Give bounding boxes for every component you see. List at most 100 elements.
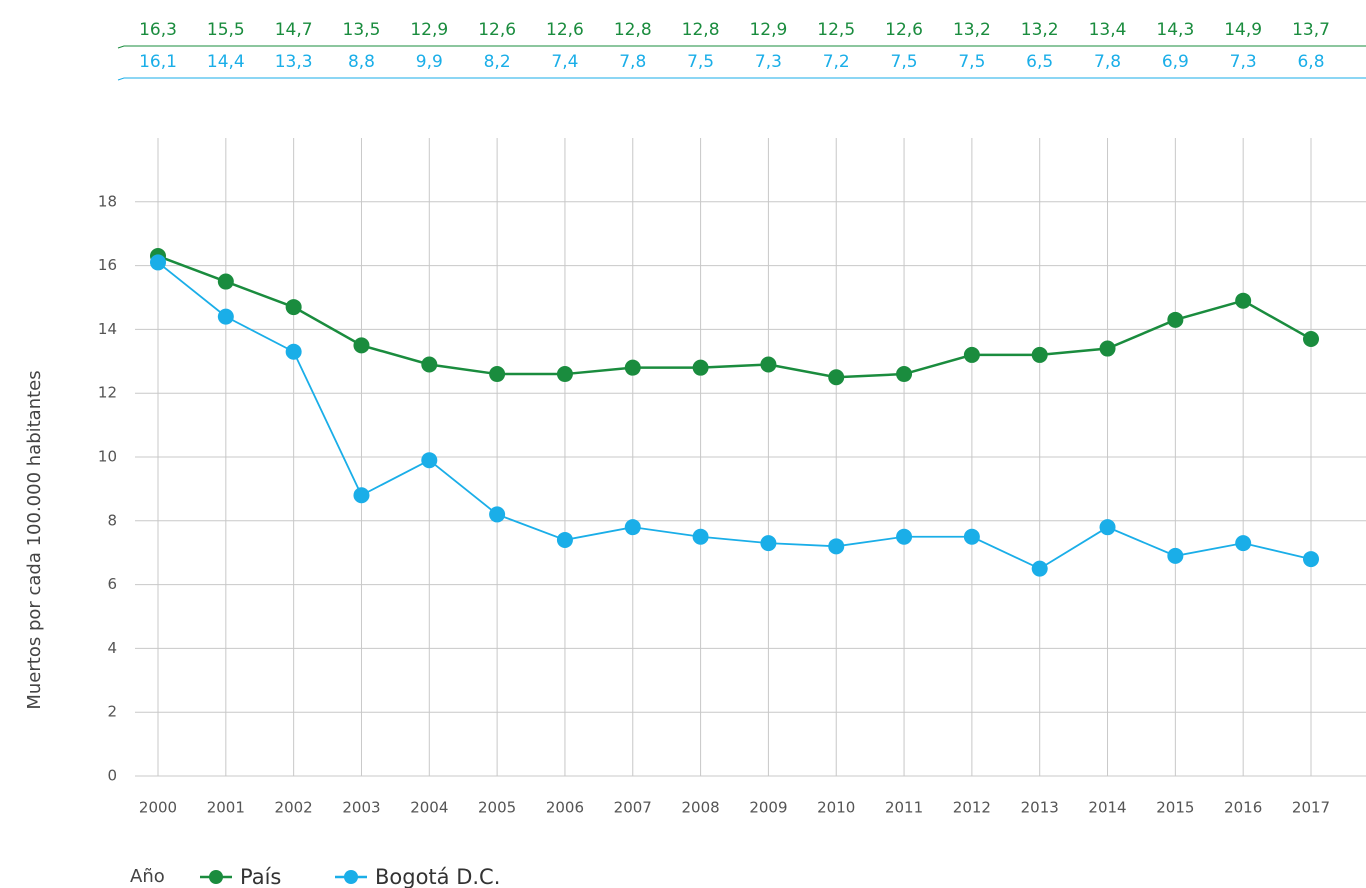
value-label: 12,6 <box>885 20 923 40</box>
data-point <box>1303 330 1319 347</box>
value-label: 14,3 <box>1156 20 1194 40</box>
value-label: 7,8 <box>619 52 646 72</box>
data-point <box>624 519 641 536</box>
value-label: 7,3 <box>1230 52 1257 72</box>
data-point <box>896 528 913 545</box>
series-line <box>157 261 1312 570</box>
y-tick-label: 16 <box>98 256 117 274</box>
x-tick-label: 2000 <box>139 799 177 817</box>
value-label: 12,8 <box>682 20 720 40</box>
y-tick-label: 6 <box>107 575 117 593</box>
legend-label: Bogotá D.C. <box>375 865 500 888</box>
value-label: 8,8 <box>348 52 375 72</box>
y-tick-label: 8 <box>107 511 117 529</box>
x-tick-label: 2006 <box>546 799 584 817</box>
value-label: 9,9 <box>416 52 443 72</box>
data-point <box>1235 292 1252 309</box>
value-label: 6,8 <box>1297 52 1324 72</box>
data-point <box>896 366 913 383</box>
data-point <box>963 528 980 545</box>
value-label: 7,8 <box>1094 52 1121 72</box>
data-point <box>692 359 709 376</box>
value-label: 16,3 <box>139 20 177 40</box>
value-label: 6,9 <box>1162 52 1189 72</box>
x-tick-label: 2004 <box>410 799 448 817</box>
value-label: 12,5 <box>817 20 855 40</box>
data-point <box>692 528 709 545</box>
x-tick-label: 2008 <box>681 799 719 817</box>
x-tick-label: 2016 <box>1224 799 1262 817</box>
data-point <box>421 356 438 373</box>
data-point <box>963 346 980 363</box>
value-row-rule <box>117 45 1366 49</box>
x-tick-label: 2013 <box>1021 799 1059 817</box>
data-point <box>285 299 302 316</box>
value-label: 7,5 <box>687 52 714 72</box>
x-tick-label: 2014 <box>1088 799 1126 817</box>
value-label: 14,9 <box>1224 20 1262 40</box>
y-tick-label: 18 <box>98 192 117 210</box>
value-label: 13,4 <box>1089 20 1127 40</box>
y-tick-label: 12 <box>98 384 117 402</box>
legend-marker <box>209 870 223 884</box>
value-label: 14,4 <box>207 52 245 72</box>
data-point <box>285 343 302 360</box>
value-label: 12,9 <box>749 20 787 40</box>
data-point <box>489 366 506 383</box>
data-point <box>1167 311 1184 328</box>
y-tick-label: 4 <box>107 639 117 657</box>
x-tick-label: 2001 <box>207 799 245 817</box>
value-label: 12,9 <box>410 20 448 40</box>
legend-marker <box>344 870 358 884</box>
data-point <box>828 369 845 386</box>
data-point <box>556 366 573 383</box>
data-point <box>1235 535 1252 552</box>
y-tick-label: 2 <box>107 703 117 721</box>
value-label: 16,1 <box>139 52 177 72</box>
value-label: 12,8 <box>614 20 652 40</box>
data-point <box>150 254 166 271</box>
data-point <box>828 538 845 555</box>
x-tick-label: 2007 <box>614 799 652 817</box>
y-tick-label: 10 <box>98 448 117 466</box>
x-tick-label: 2003 <box>342 799 380 817</box>
data-point <box>1031 560 1048 577</box>
data-point <box>421 452 438 469</box>
value-label: 13,5 <box>343 20 381 40</box>
value-label: 14,7 <box>275 20 313 40</box>
value-label: 7,2 <box>823 52 850 72</box>
data-point <box>1031 346 1048 363</box>
data-point <box>1099 519 1116 536</box>
data-point <box>556 531 573 548</box>
value-label: 7,5 <box>891 52 918 72</box>
value-label: 7,3 <box>755 52 782 72</box>
data-point <box>760 535 777 552</box>
y-tick-label: 0 <box>107 767 117 785</box>
value-label: 13,3 <box>275 52 313 72</box>
value-label: 6,5 <box>1026 52 1053 72</box>
value-label: 8,2 <box>484 52 511 72</box>
value-label: 13,2 <box>1021 20 1059 40</box>
value-label: 13,7 <box>1292 20 1330 40</box>
y-axis-label: Muertos por cada 100.000 habitantes <box>24 370 45 709</box>
data-point <box>217 308 234 325</box>
value-row-rule <box>117 77 1366 81</box>
data-point <box>353 337 370 354</box>
data-point <box>1099 340 1116 357</box>
value-label: 15,5 <box>207 20 245 40</box>
x-tick-label: 2011 <box>885 799 923 817</box>
data-point <box>624 359 641 376</box>
value-label: 12,6 <box>478 20 516 40</box>
value-label: 7,4 <box>551 52 578 72</box>
x-tick-label: 2012 <box>953 799 991 817</box>
value-label: 7,5 <box>958 52 985 72</box>
data-point <box>760 356 777 373</box>
x-tick-label: 2002 <box>275 799 313 817</box>
data-point <box>353 487 370 504</box>
x-tick-label: 2009 <box>749 799 787 817</box>
series-line <box>157 254 1312 379</box>
legend-title: Año <box>130 866 165 887</box>
data-point <box>1303 551 1319 568</box>
data-point <box>1167 547 1184 564</box>
